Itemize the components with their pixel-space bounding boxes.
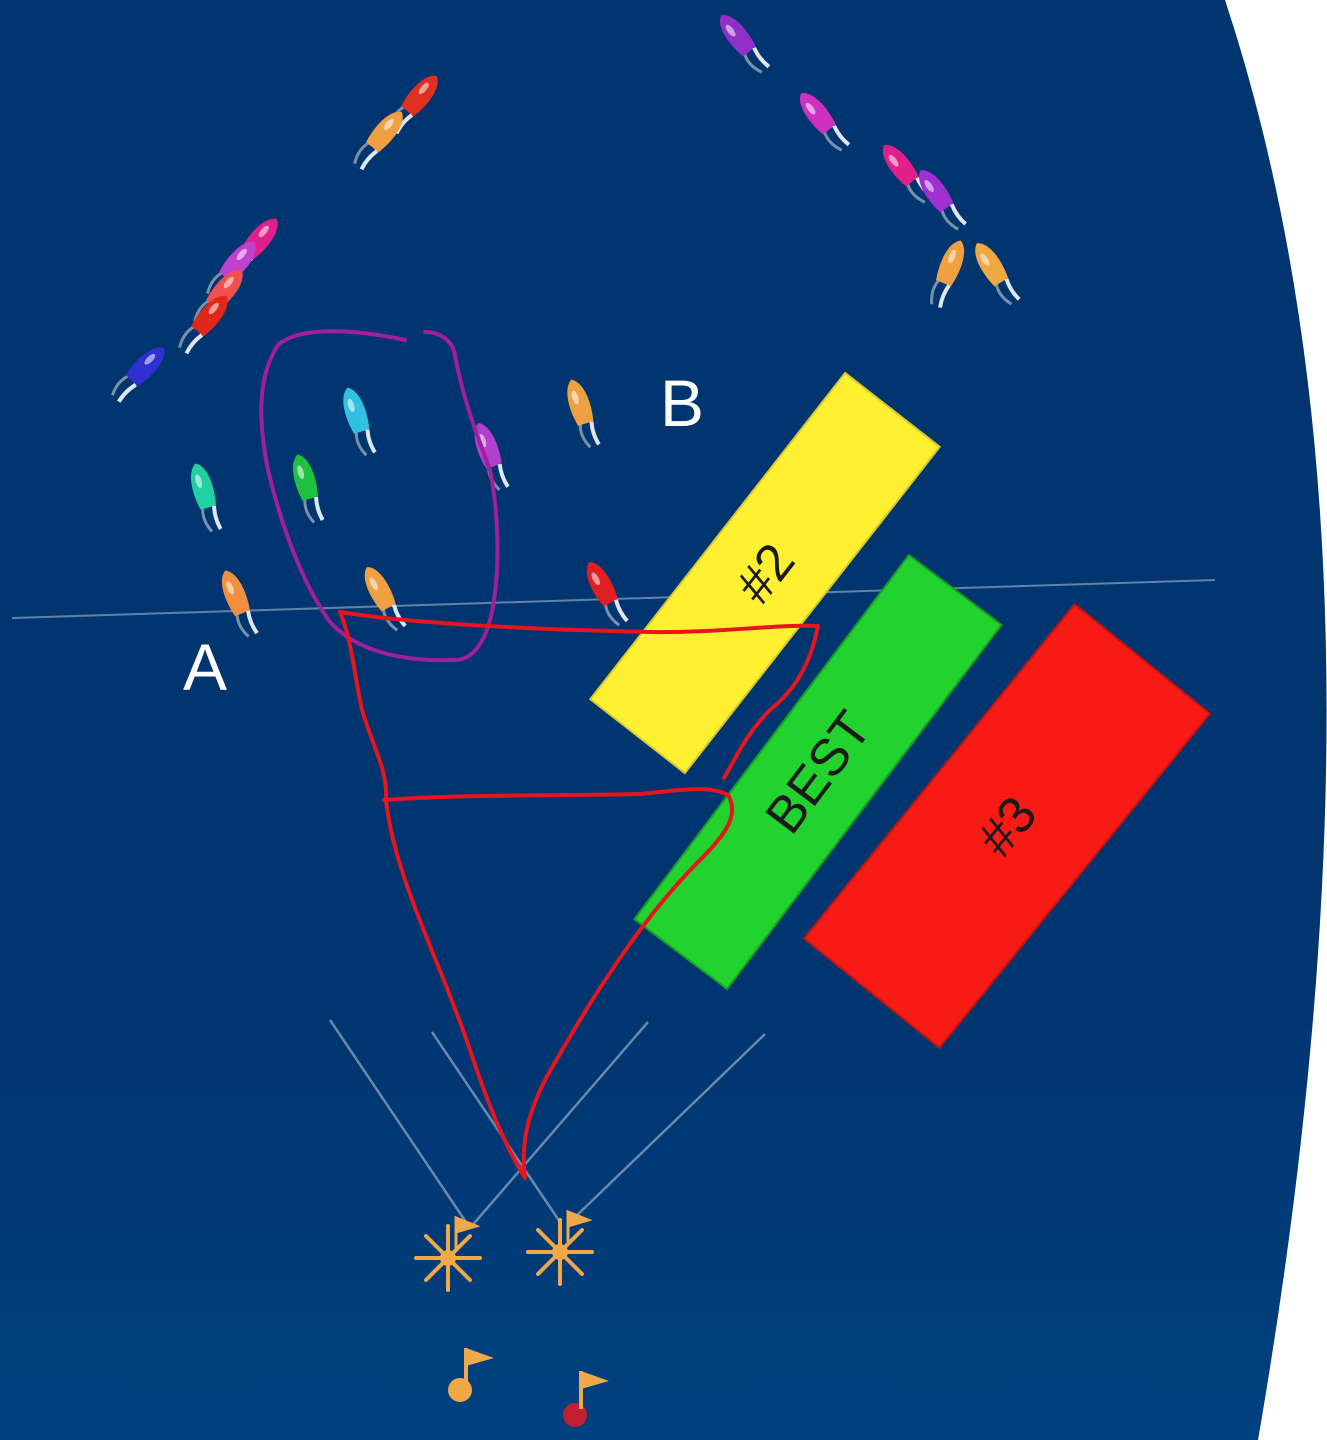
zone-best-rect: [633, 553, 1003, 991]
annotation-triangle-upper: [338, 610, 820, 780]
zone-3: #3: [802, 602, 1212, 1050]
zone-3-rect: [802, 602, 1212, 1050]
label-b: B: [660, 366, 704, 440]
flag-icon: [448, 1348, 494, 1402]
label-a: A: [183, 630, 227, 704]
zone-2: #2: [588, 371, 942, 775]
annotation-circle: [259, 329, 500, 663]
annotation-triangle-lower: [338, 610, 735, 1180]
flag-icon: [563, 1371, 609, 1427]
layline-guides: [328, 1019, 766, 1229]
start-mark-icon: [414, 1215, 482, 1292]
zone-2-rect: [588, 371, 942, 775]
start-mark-icon: [526, 1209, 594, 1286]
